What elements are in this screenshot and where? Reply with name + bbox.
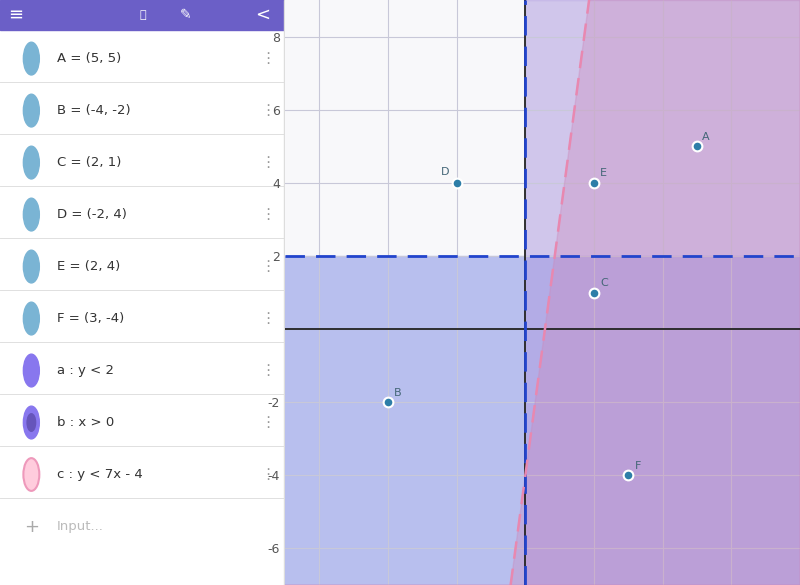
Text: ≡: ≡ — [8, 6, 23, 24]
Circle shape — [23, 354, 39, 387]
Text: C = (2, 1): C = (2, 1) — [57, 156, 122, 169]
Text: c : y < 7x - 4: c : y < 7x - 4 — [57, 468, 142, 481]
Text: Input...: Input... — [57, 520, 104, 533]
Circle shape — [23, 302, 39, 335]
Text: E: E — [600, 168, 607, 178]
Text: B: B — [394, 388, 402, 398]
Circle shape — [23, 406, 39, 439]
Text: ⋮: ⋮ — [260, 207, 275, 222]
Circle shape — [23, 198, 39, 231]
Text: ⋮: ⋮ — [260, 51, 275, 66]
Circle shape — [23, 146, 39, 179]
Text: b : x > 0: b : x > 0 — [57, 416, 114, 429]
Text: a : y < 2: a : y < 2 — [57, 364, 114, 377]
Text: ⬛: ⬛ — [139, 10, 146, 20]
Text: ⋮: ⋮ — [260, 415, 275, 430]
Text: C: C — [600, 278, 608, 288]
Circle shape — [27, 414, 36, 431]
Text: D = (-2, 4): D = (-2, 4) — [57, 208, 127, 221]
Circle shape — [23, 458, 39, 491]
Text: F: F — [634, 461, 641, 471]
Circle shape — [23, 250, 39, 283]
Text: A = (5, 5): A = (5, 5) — [57, 52, 122, 65]
Text: ⋮: ⋮ — [260, 363, 275, 378]
Text: ⋮: ⋮ — [260, 311, 275, 326]
Circle shape — [23, 94, 39, 127]
Text: D: D — [442, 167, 450, 177]
Text: F = (3, -4): F = (3, -4) — [57, 312, 124, 325]
Text: <: < — [254, 6, 270, 24]
Text: ⋮: ⋮ — [260, 259, 275, 274]
Text: ⋮: ⋮ — [260, 155, 275, 170]
Text: A: A — [702, 132, 710, 142]
Bar — [283, 0, 285, 585]
Bar — [0, 0, 285, 30]
Text: E = (2, 4): E = (2, 4) — [57, 260, 120, 273]
Text: ✎: ✎ — [179, 8, 191, 22]
Text: +: + — [24, 518, 39, 535]
Circle shape — [23, 42, 39, 75]
Text: ⋮: ⋮ — [260, 467, 275, 482]
Text: B = (-4, -2): B = (-4, -2) — [57, 104, 130, 117]
Text: ⋮: ⋮ — [260, 103, 275, 118]
